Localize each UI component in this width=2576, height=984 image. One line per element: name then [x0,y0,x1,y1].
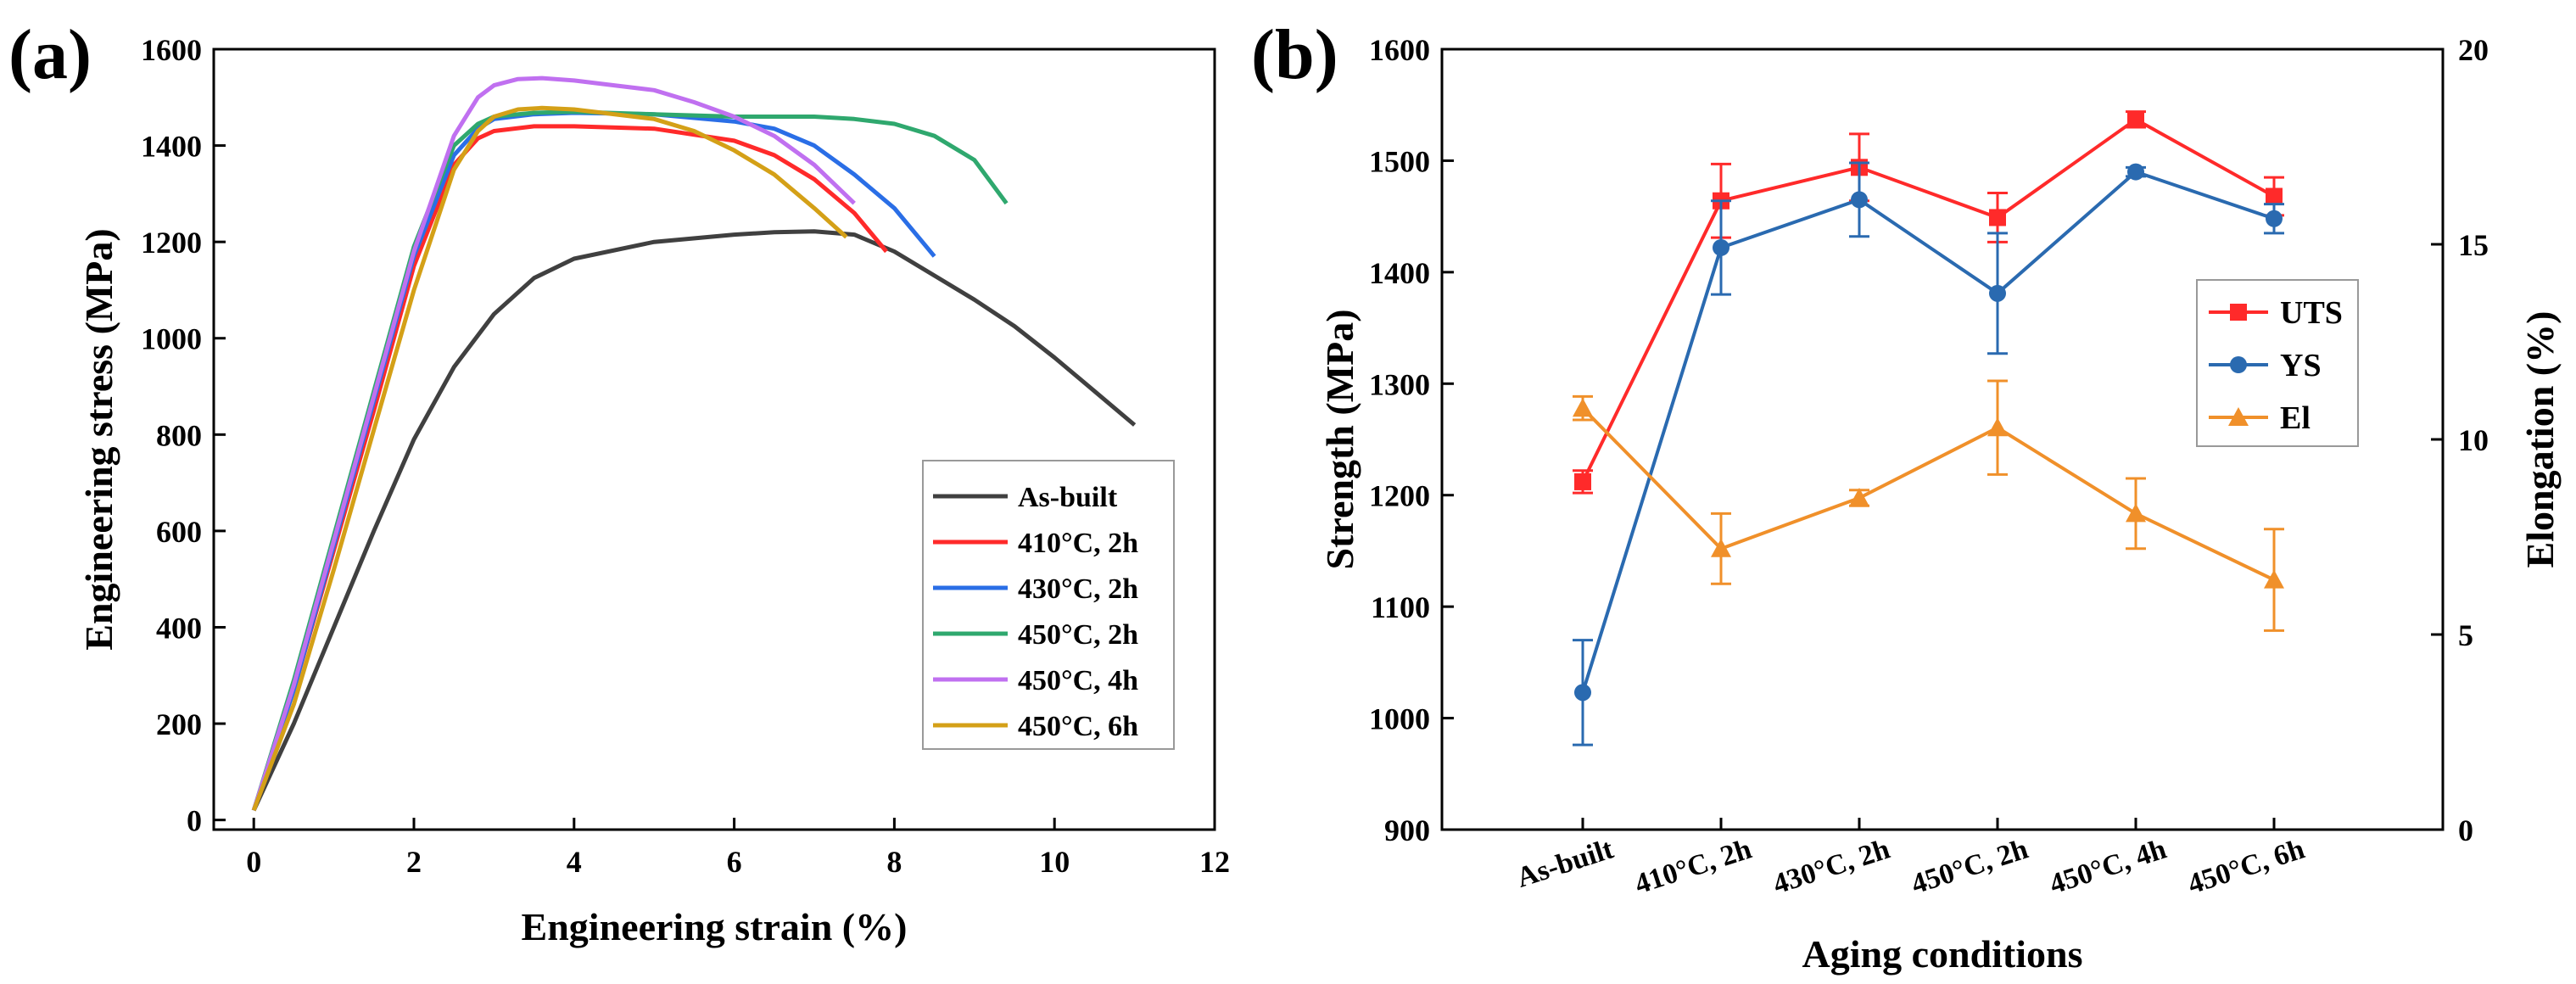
panel-b-marker-el [1849,488,1869,506]
panel-a-y-tick-label: 400 [156,611,202,645]
panel-a-legend-label: 450°C, 4h [1018,665,1138,696]
panel-a-series-line-as-built [251,229,1137,812]
panel-a-x-tick-label: 12 [1199,845,1230,879]
panel-b-category-label: 430°C, 2h [1769,833,1894,900]
panel-b-marker-el [1573,398,1593,417]
panel-a-y-tick-label: 800 [156,418,202,452]
panel-b-marker-ys [1574,684,1591,702]
panel-a-legend-label: 410°C, 2h [1018,528,1138,559]
panel-a-x-tick-label: 0 [246,845,261,879]
panel-b-series-line-ys [1581,170,2275,693]
panel-b-y-tick-label: 1200 [1369,479,1430,513]
panel-a-series-line-450-c-4h [251,75,856,812]
panel-a-y-tick-label: 0 [187,804,202,838]
panel-b-series-line-uts [1581,117,2275,483]
panel-b-series-line-el [1581,406,2275,582]
panel-b-right-axis-title: Elongation (%) [2518,311,2562,568]
panel-a-axis-ticks: 0 2 4 6 8 10 12 0 200 400 600 800 1000 1200 1400 1600 [141,33,1230,879]
panel-b-marker-ys [1989,284,2006,302]
panel-a-y-tick-label: 1400 [141,130,202,164]
panel-b-legend-swatch-marker-ys [2230,356,2247,373]
panel-a-plot-frame [212,48,1216,831]
panel-b-legend-label: UTS [2280,295,2343,331]
panel-a-y-tick-label: 600 [156,515,202,549]
panel-b-marker-uts [2127,110,2144,128]
panel-a-x-tick-label: 2 [406,845,422,879]
panel-a-legend-label: As-built [1018,482,1118,513]
panel-b-category-label: As-built [1513,833,1618,894]
panel-b-right-tick-label: 10 [2458,423,2489,457]
panel-b-legend-swatch-marker-uts [2230,304,2247,321]
panel-a-series-lines [251,75,1137,812]
panel-b-y-tick-label: 900 [1384,813,1430,847]
panel-b-y-tick-label: 1500 [1369,144,1430,178]
panel-b-series [1573,110,2284,746]
panel-a-x-axis-title: Engineering strain (%) [522,905,908,948]
panel-b-marker-el [1711,538,1731,557]
panel-a-label: (a) [8,15,92,94]
panel-a-y-tick-label: 1000 [141,322,202,356]
panel-a-x-tick-label: 10 [1039,845,1070,879]
panel-a-x-tick-label: 8 [886,845,902,879]
panel-a-legend: As-built 410°C, 2h 430°C, 2h 450°C, 2h 450°C… [922,460,1175,750]
panel-a-series-line-410-c-2h [251,124,888,812]
panel-b-legend-label: YS [2280,348,2322,383]
panel-b-marker-ys [1851,191,1868,209]
panel-b-axis-ticks: 900 1000 1100 1200 1300 1400 1500 1600 0 5 10 15 20 A… [1369,33,2489,901]
panel-b-category-label: 450°C, 6h [2184,833,2309,900]
panel-b-y-tick-label: 1100 [1371,590,1430,624]
panel-a-x-tick-label: 6 [727,845,742,879]
panel-b-right-tick-label: 15 [2458,228,2489,262]
panel-b-marker-uts [2266,187,2283,205]
panel-b-marker-ys [2266,210,2283,227]
panel-a-x-tick-label: 4 [567,845,582,879]
panel-b-marker-el [2264,569,2284,589]
panel-b-legend: UTS YS El [2196,279,2359,447]
panel-a-legend-label: 450°C, 6h [1018,711,1138,742]
panel-b-right-tick-label: 0 [2458,813,2473,847]
panel-a-legend-box [922,460,1175,750]
panel-a-y-tick-label: 200 [156,707,202,741]
panel-a-series-line-450-c-6h [251,105,848,812]
panel-b-right-tick-label: 20 [2458,33,2489,67]
panel-a-legend-label: 450°C, 2h [1018,619,1138,651]
panel-b-y-tick-label: 1300 [1369,367,1430,401]
panel-b-y-tick-label: 1600 [1369,33,1430,67]
panel-b-series-uts [1573,110,2284,495]
panel-a-y-axis-title: Engineering stress (MPa) [77,228,120,650]
panel-b-strength-elongation-chart: (b) 900 1000 1100 1200 1300 1400 1500 1600 0 5 10 1… [1251,15,2562,976]
panel-b-marker-uts [1574,472,1591,490]
panel-b-series-el [1573,379,2284,632]
panel-b-label: (b) [1251,15,1338,94]
panel-b-y-axis-title: Strength (MPa) [1318,309,1361,569]
panel-b-marker-el [2126,503,2146,523]
panel-b-category-label: 410°C, 2h [1631,833,1756,900]
panel-b-marker-ys [2127,163,2144,181]
panel-b-marker-ys [1713,238,1729,256]
panel-a-y-tick-label: 1600 [141,33,202,67]
panel-b-legend-swatch-marker-el [2228,407,2249,426]
panel-a-y-tick-label: 1200 [141,226,202,260]
panel-b-legend-label: El [2280,400,2311,436]
panel-a-stress-strain-chart: (a) 0 2 4 6 8 10 12 0 200 400 600 800 1000 1200 1400 16… [8,15,1230,948]
panel-b-marker-el [1987,417,2008,437]
panel-b-y-tick-label: 1400 [1369,256,1430,290]
panel-b-category-label: 450°C, 4h [2046,833,2171,900]
panel-b-marker-uts [1989,209,2006,226]
panel-b-y-tick-label: 1000 [1369,702,1430,736]
panel-b-x-axis-title: Aging conditions [1802,932,2082,976]
panel-b-category-label: 450°C, 2h [1908,833,2032,900]
panel-b-series-ys [1573,161,2284,746]
panel-b-right-tick-label: 5 [2458,618,2473,652]
panel-a-legend-label: 430°C, 2h [1018,573,1138,605]
